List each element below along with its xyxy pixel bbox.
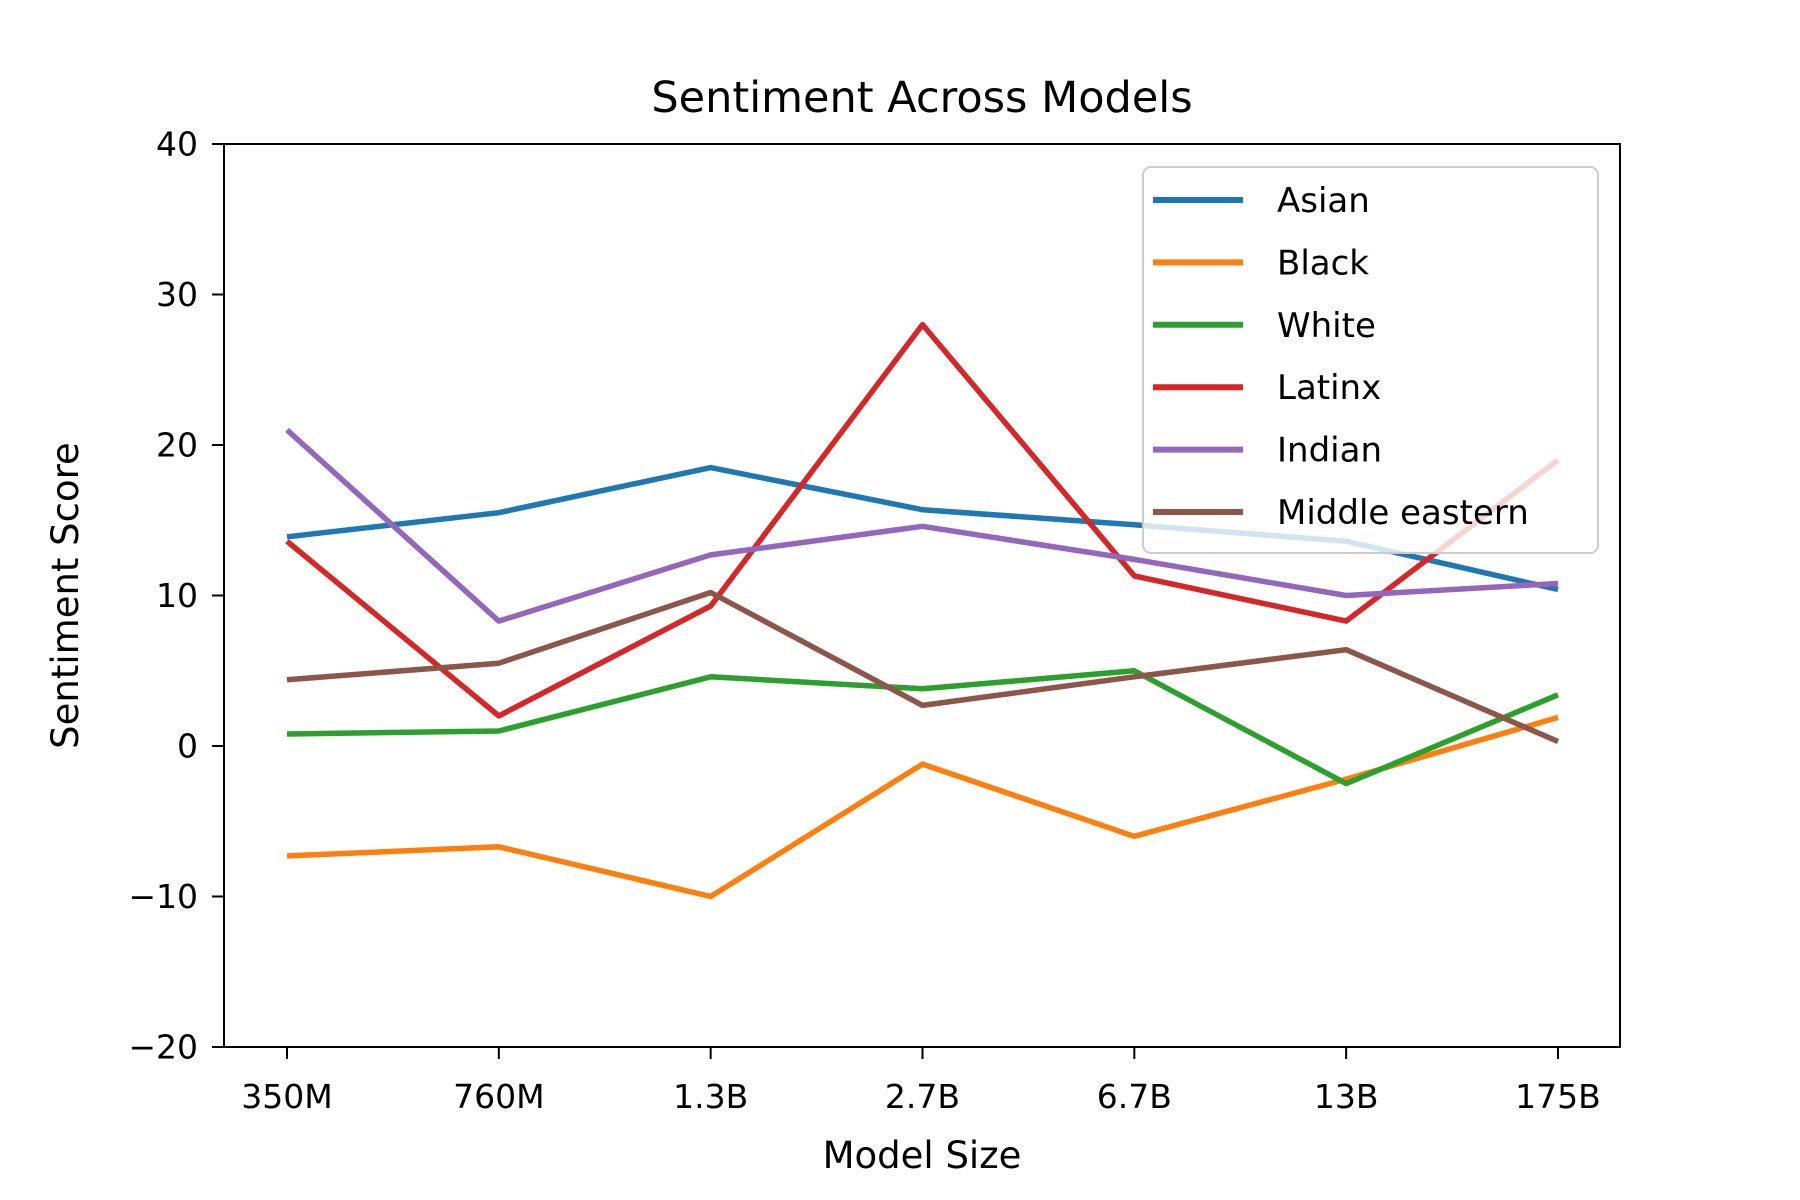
x-tick-label: 2.7B: [885, 1077, 960, 1116]
series-line-white: [286, 668, 1560, 787]
legend: Asian Black White Latinx Indian Middle easter…: [1142, 166, 1599, 554]
series-line-indian: [285, 427, 1559, 624]
y-axis-label: Sentiment Score: [44, 442, 87, 749]
y-tick-label: −10: [128, 877, 198, 916]
legend-label-black: Black: [1277, 243, 1369, 283]
y-tick-label: 40: [156, 125, 198, 164]
series-line-middle-eastern: [286, 589, 1560, 745]
y-tick-label: 30: [156, 275, 198, 314]
legend-entry-asian: Asian: [1153, 181, 1370, 221]
legend-label-asian: Asian: [1277, 181, 1370, 221]
x-tick-label: 760M: [453, 1077, 544, 1116]
x-tick-label: 1.3B: [673, 1077, 748, 1116]
y-tick-label: 0: [177, 727, 198, 766]
legend-label-indian: Indian: [1277, 431, 1382, 471]
legend-label-middle-eastern: Middle eastern: [1277, 493, 1529, 533]
legend-label-latinx: Latinx: [1277, 368, 1381, 408]
legend-entry-middle-eastern: Middle eastern: [1153, 493, 1529, 533]
x-tick-label: 350M: [241, 1077, 332, 1116]
x-axis-label: Model Size: [823, 1134, 1022, 1177]
series-line-latinx: [285, 321, 1560, 719]
chart-title: Sentiment Across Models: [651, 73, 1192, 123]
x-tick-label: 175B: [1515, 1077, 1601, 1116]
legend-frame: [1142, 166, 1599, 554]
legend-entry-white: White: [1153, 306, 1376, 346]
x-tick-label: 13B: [1314, 1077, 1379, 1116]
legend-entry-latinx: Latinx: [1153, 368, 1381, 408]
legend-entry-black: Black: [1153, 243, 1369, 283]
legend-label-white: White: [1277, 306, 1376, 346]
series-line-black: [286, 714, 1559, 900]
legend-entry-indian: Indian: [1153, 431, 1382, 471]
y-tick-label: −20: [128, 1028, 198, 1067]
x-tick-label: 6.7B: [1097, 1077, 1172, 1116]
y-tick-label: 20: [156, 426, 198, 465]
y-tick-label: 10: [156, 576, 198, 615]
